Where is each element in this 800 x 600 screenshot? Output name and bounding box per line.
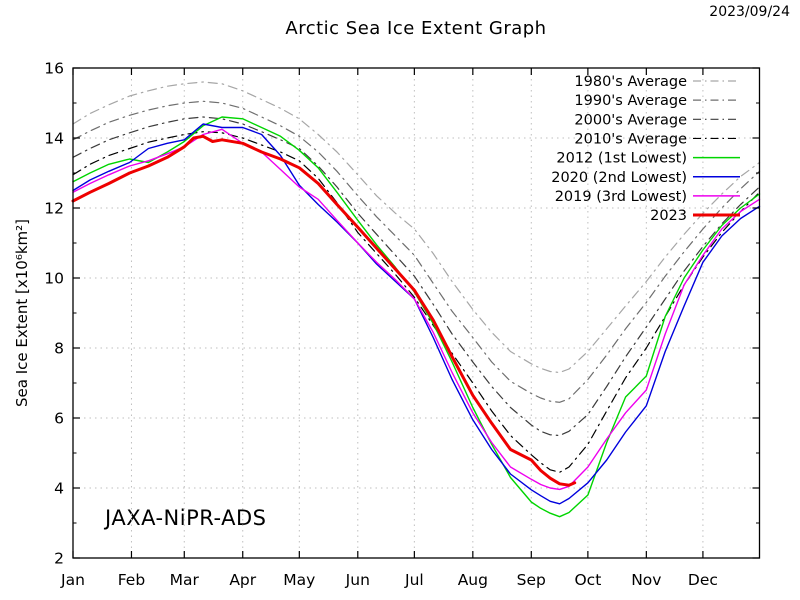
x-tick-label-dec: Dec bbox=[688, 571, 718, 589]
x-tick-label-jun: Jun bbox=[345, 571, 370, 589]
x-tick-label-feb: Feb bbox=[118, 571, 145, 589]
series-line-2020-2nd-lowest bbox=[72, 123, 761, 505]
y-tick-label-4: 4 bbox=[54, 480, 64, 498]
legend-label-2012-1st-lowest: 2012 (1st Lowest) bbox=[556, 151, 687, 167]
date-stamp: 2023/09/24 bbox=[709, 4, 790, 20]
y-tick-label-14: 14 bbox=[44, 130, 64, 148]
y-tick-label-6: 6 bbox=[54, 410, 64, 428]
y-tick-label-8: 8 bbox=[54, 340, 64, 358]
legend-label-1980-s-average: 1980's Average bbox=[574, 74, 687, 90]
legend-label-2023: 2023 bbox=[650, 208, 687, 224]
y-tick-label-16: 16 bbox=[44, 60, 64, 78]
y-tick-label-2: 2 bbox=[54, 550, 64, 568]
x-tick-label-may: May bbox=[283, 571, 315, 589]
x-tick-label-apr: Apr bbox=[229, 571, 256, 589]
y-tick-label-12: 12 bbox=[44, 200, 64, 218]
series-line-2023 bbox=[71, 134, 577, 487]
legend-label-2000-s-average: 2000's Average bbox=[574, 112, 687, 128]
x-tick-label-nov: Nov bbox=[631, 571, 661, 589]
series-line-2012-1st-lowest bbox=[72, 116, 761, 518]
x-tick-label-mar: Mar bbox=[170, 571, 200, 589]
x-tick-label-jul: Jul bbox=[404, 571, 424, 589]
x-tick-label-aug: Aug bbox=[458, 571, 488, 589]
legend-label-2020-2nd-lowest: 2020 (2nd Lowest) bbox=[551, 170, 687, 186]
legend-label-2010-s-average: 2010's Average bbox=[574, 131, 687, 147]
x-tick-label-oct: Oct bbox=[574, 571, 601, 589]
series-line-1990-s-average bbox=[72, 100, 761, 403]
series-line-1980-s-average bbox=[72, 81, 761, 374]
chart-title: Arctic Sea Ice Extent Graph bbox=[285, 18, 547, 39]
legend-label-2019-3rd-lowest: 2019 (3rd Lowest) bbox=[555, 189, 687, 205]
series-line-2010-s-average bbox=[72, 131, 761, 473]
series-line-2000-s-average bbox=[72, 116, 761, 437]
x-tick-label-jan: Jan bbox=[60, 571, 85, 589]
x-tick-label-sep: Sep bbox=[517, 571, 546, 589]
y-tick-label-10: 10 bbox=[44, 270, 64, 288]
legend-label-1990-s-average: 1990's Average bbox=[574, 93, 687, 109]
